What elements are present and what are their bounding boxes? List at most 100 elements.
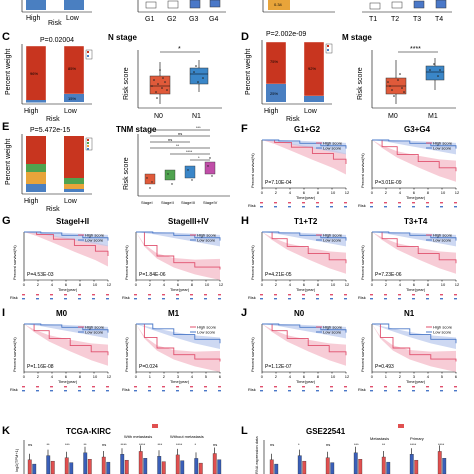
km-ci-high [372,324,456,372]
km-risk-high [426,202,429,204]
panel-h-letter: H [241,215,249,227]
km-risk-high [134,386,137,388]
top-strip-high: High [26,15,41,22]
km-title-i-1: M0 [56,309,68,318]
panel-e-xtick-high: High [24,198,39,205]
top-strip-risk: Risk [48,20,62,27]
km-pvalue: P=1.84E-06 [139,272,166,278]
km-risk-high [398,386,401,388]
km-risk-high [440,386,443,388]
km-tick-label: 4 [289,374,292,379]
km-ci-high [262,232,346,274]
top-strip-t1: T1 [369,16,377,23]
panel-c-pct-1: 96% [30,71,38,76]
km-ci-low [372,232,456,247]
km-curve-high [372,231,457,264]
km-risk-label: Risk [122,387,130,392]
panel-e-ylabel: Percent weight [5,139,12,185]
km-risk-label: Risk [358,295,366,300]
sig-label: ns [213,442,217,447]
panel-c-group-n1: N1 [192,113,201,120]
km-risk-high [316,386,319,388]
km-ylabel: Percent survival(%) [250,245,255,280]
km-risk-high [330,294,333,296]
panel-i-letter: I [2,307,5,319]
km-xlabel: Time(year) [406,379,426,384]
panel-l-ylabel: RNA expression data [254,436,259,474]
km-risk-high [274,202,277,204]
km-risk-high [302,386,305,388]
panel-d-pct-1: 75% [270,59,278,64]
sig-label: ns [270,442,274,447]
box-primary [143,458,148,474]
panel-d-xtick-high: High [264,108,279,115]
km-risk-low [316,298,319,300]
panel-e-sig-1: ns [178,131,182,136]
box-metastasis [409,454,414,474]
panel-e-bar-low-s2 [64,178,84,184]
panel-l-legend-swatch-1 [398,424,404,428]
km-risk-high [36,294,39,296]
km-risk-high [440,202,443,204]
km-tick-label: 2 [275,282,278,287]
panel-g-letter: G [2,215,11,227]
km-ylabel: Percent survival(%) [250,337,255,372]
panel-c-box-n0 [149,75,171,95]
km-tick-label: 8 [79,374,82,379]
km-risk-high [176,294,179,296]
km-legend-high: High score [433,325,453,330]
top-strip-value: 0.34 [274,2,283,7]
box-primary [106,461,111,474]
km-tick-label: 8 [317,190,320,195]
box-metastasis [83,452,88,474]
km-ci-low [372,324,456,349]
panel-f-letter: F [241,123,248,135]
km-risk-high [426,386,429,388]
sig-label: ns [102,442,106,447]
panel-e-bar-low-s4 [64,189,84,192]
km-title-j-2: N1 [404,309,415,318]
panel-d-letter: D [241,31,249,43]
km-risk-low [412,206,415,208]
box-metastasis [138,451,143,474]
km-risk-low [344,390,347,392]
km-risk-low [274,390,277,392]
km-ylabel: Percent survival(%) [12,337,17,372]
km-curve-high [24,323,109,356]
sig-label: ** [47,442,51,447]
km-risk-high [330,386,333,388]
km-risk-high [106,294,109,296]
km-risk-low [454,206,457,208]
km-risk-high [302,202,305,204]
km-risk-low [412,390,415,392]
km-risk-high [162,294,165,296]
box-primary [386,461,391,474]
km-tick-label: 6 [455,374,458,379]
km-tick-label: 2 [37,374,40,379]
km-risk-low [412,298,415,300]
panel-d-pvalue: P=2.002e-09 [266,31,306,38]
panel-e-bar-high-s4 [26,184,46,192]
km-pvalue: P=4.53E-03 [27,272,54,278]
top-strip: High Risk Low G1 G2 G3 G4 0.34 T1 T2 T3 … [21,0,452,27]
km-risk-low [302,298,305,300]
km-risk-low [162,390,165,392]
box-metastasis [120,454,125,474]
panel-e-bar-low-s3 [64,184,84,189]
km-ylabel: Percent survival(%) [250,153,255,188]
panel-c-title: N stage [108,33,137,42]
panel-e-group-1: StageI [141,200,153,205]
km-tick-label: 5 [441,374,444,379]
km-risk-high [260,202,263,204]
panel-e-box-s4 [204,161,216,175]
km-risk-low [176,390,179,392]
km-legend-high: High score [197,233,217,238]
km-risk-low [302,206,305,208]
km-tick-label: 0 [261,282,264,287]
km-tick-label: 4 [51,374,54,379]
km-tick-label: 2 [275,374,278,379]
